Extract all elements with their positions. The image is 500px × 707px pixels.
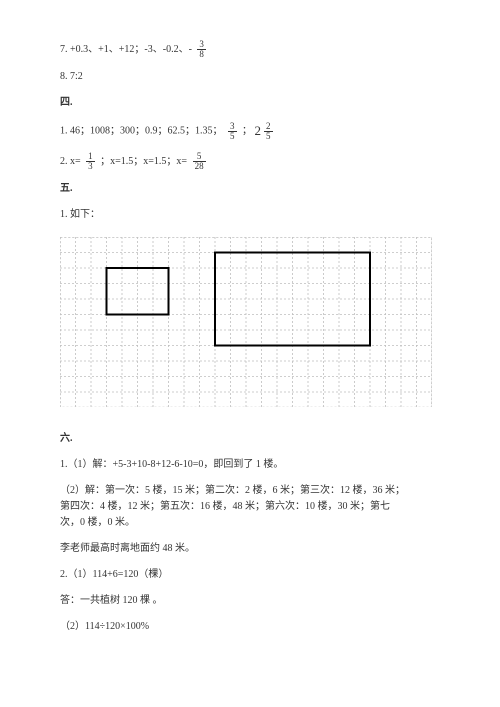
sec6-line5: 李老师最高时离地面约 48 米。	[60, 541, 440, 557]
sec4-l2-mid: ；x=1.5；x=1.5；x=	[100, 156, 187, 167]
section-6-title: 六.	[60, 431, 440, 447]
section-4-title: 四.	[60, 95, 440, 111]
grid-svg	[60, 237, 432, 408]
sec6-line4: 次，0 楼，0 米。	[60, 515, 440, 531]
q7-text: 7. +0.3、+1、+12；-3、-0.2、-	[60, 44, 192, 55]
sec4-l2-frac1: 1 3	[86, 152, 95, 171]
sec4-line2: 2. x= 1 3 ；x=1.5；x=1.5；x= 5 28	[60, 152, 440, 171]
sec5-line1: 1. 如下：	[60, 207, 440, 223]
question-8: 8. 7:2	[60, 69, 440, 85]
sec4-l1-mid: ；	[242, 126, 252, 137]
question-7: 7. +0.3、+1、+12；-3、-0.2、- 3 8	[60, 40, 440, 59]
sec4-l2-prefix: 2. x=	[60, 156, 81, 167]
sec6-line1: 1.（1）解：+5-3+10-8+12-6-10=0，即回到了 1 楼。	[60, 457, 440, 473]
sec4-line1: 1. 46；1008；300；0.9；62.5；1.35； 3 5 ； 2 2 …	[60, 121, 440, 142]
grid-diagram	[60, 237, 440, 408]
sec6-line2: （2）解：第一次：5 楼，15 米；第二次：2 楼，6 米；第三次：12 楼，3…	[60, 483, 440, 499]
sec4-l1-text: 1. 46；1008；300；0.9；62.5；1.35；	[60, 126, 223, 137]
sec4-l1-frac1: 3 5	[228, 122, 237, 141]
sec4-l1-mixed: 2 2 5	[255, 121, 276, 142]
sec6-line8: （2）114÷120×100%	[60, 619, 440, 635]
sec6-line6: 2.（1）114+6=120（棵）	[60, 567, 440, 583]
sec6-line7: 答：一共植树 120 棵 。	[60, 593, 440, 609]
sec4-l2-frac2: 5 28	[193, 152, 206, 171]
section-5-title: 五.	[60, 181, 440, 197]
q7-fraction: 3 8	[197, 40, 206, 59]
sec6-line3: 第四次：4 楼，12 米；第五次：16 楼，48 米；第六次：10 楼，30 米…	[60, 499, 440, 515]
